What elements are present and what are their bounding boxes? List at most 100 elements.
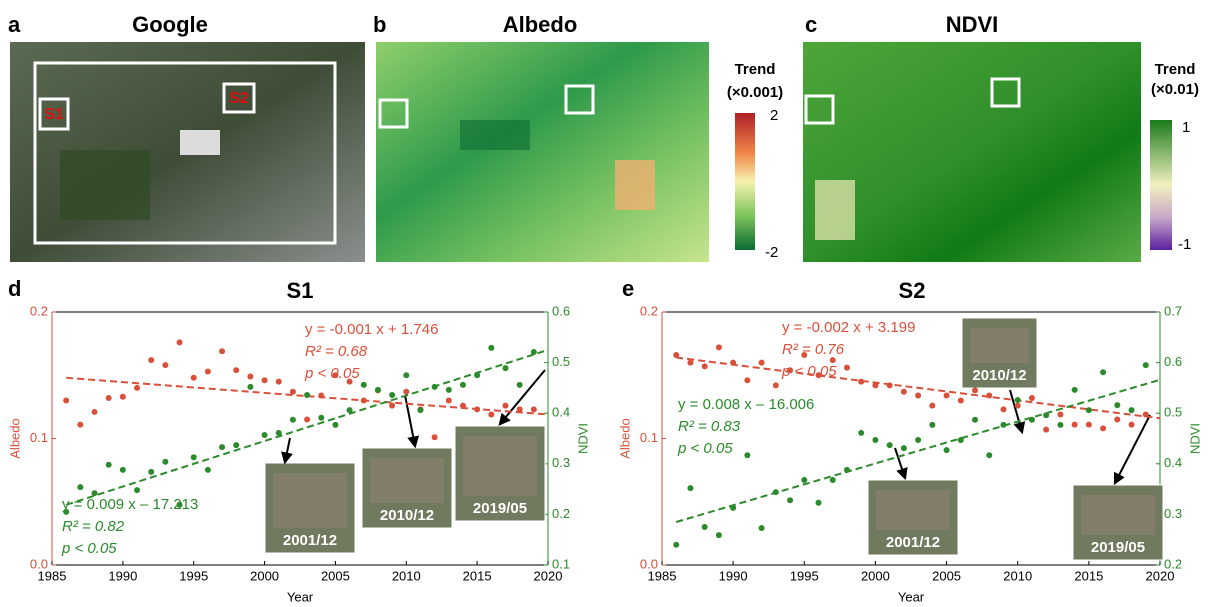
data-point bbox=[1014, 397, 1021, 404]
x-tick-label: 1995 bbox=[179, 568, 208, 583]
data-point bbox=[1128, 407, 1135, 414]
data-point bbox=[247, 373, 254, 380]
photo-detail bbox=[970, 328, 1029, 363]
data-point bbox=[744, 452, 751, 459]
data-point bbox=[204, 466, 211, 473]
y2-tick-label: 0.1 bbox=[552, 556, 570, 571]
data-point bbox=[148, 357, 155, 364]
data-point bbox=[1000, 421, 1007, 428]
data-point bbox=[787, 367, 794, 374]
data-point bbox=[459, 402, 466, 409]
y-tick-label: 0.1 bbox=[640, 430, 658, 445]
data-point bbox=[261, 377, 268, 384]
data-point bbox=[715, 344, 722, 351]
photo-detail bbox=[1081, 495, 1155, 535]
site-box bbox=[804, 94, 835, 125]
arrow bbox=[1113, 414, 1151, 486]
data-point bbox=[318, 414, 325, 421]
ndvi-map bbox=[803, 42, 1141, 262]
data-point bbox=[815, 499, 822, 506]
data-point bbox=[488, 411, 495, 418]
data-point bbox=[219, 444, 226, 451]
data-point bbox=[459, 381, 466, 388]
data-point bbox=[687, 485, 694, 492]
data-point bbox=[986, 392, 993, 399]
data-point bbox=[787, 497, 794, 504]
x-tick-label: 1990 bbox=[719, 568, 748, 583]
panel-letter: b bbox=[373, 12, 386, 37]
arrow bbox=[281, 437, 293, 465]
y2-axis-label: NDVI bbox=[575, 423, 590, 454]
photo-detail bbox=[876, 490, 950, 530]
site-box bbox=[222, 82, 256, 114]
data-point bbox=[801, 476, 808, 483]
data-point bbox=[77, 484, 84, 491]
fit-annotation: y = -0.001 x + 1.746 bbox=[305, 321, 438, 338]
data-point bbox=[1000, 406, 1007, 413]
data-point bbox=[730, 504, 737, 511]
y2-tick-label: 0.5 bbox=[552, 354, 570, 369]
study-area-box bbox=[33, 61, 337, 245]
y-tick-label: 0.0 bbox=[640, 556, 658, 571]
data-point bbox=[360, 381, 367, 388]
data-point bbox=[957, 437, 964, 444]
x-axis-label: Year bbox=[898, 589, 925, 604]
data-point bbox=[858, 429, 865, 436]
data-point bbox=[815, 372, 822, 379]
colorbar bbox=[735, 113, 755, 250]
data-point bbox=[119, 466, 126, 473]
data-point bbox=[687, 359, 694, 366]
y2-tick-label: 0.3 bbox=[552, 455, 570, 470]
data-point bbox=[204, 368, 211, 375]
data-point bbox=[530, 348, 537, 355]
data-point bbox=[1100, 425, 1107, 432]
data-point bbox=[943, 447, 950, 454]
arrow bbox=[1009, 389, 1026, 435]
data-point bbox=[943, 392, 950, 399]
y2-tick-label: 0.4 bbox=[1164, 455, 1182, 470]
data-point bbox=[1071, 386, 1078, 393]
fit-annotation: y = 0.008 x – 16.006 bbox=[678, 396, 814, 413]
y2-tick-label: 0.4 bbox=[552, 405, 570, 420]
y-axis-label: Albedo bbox=[7, 418, 22, 458]
data-point bbox=[673, 352, 680, 359]
colorbar-unit: (×0.001) bbox=[727, 84, 783, 101]
data-point bbox=[389, 391, 396, 398]
data-point bbox=[91, 490, 98, 497]
data-point bbox=[63, 508, 70, 515]
photo-label: 2019/05 bbox=[1091, 539, 1145, 556]
data-point bbox=[986, 452, 993, 459]
fit-annotation: R² = 0.83 bbox=[678, 418, 741, 435]
x-tick-label: 2020 bbox=[534, 568, 563, 583]
x-axis-label: Year bbox=[287, 589, 314, 604]
data-point bbox=[516, 381, 523, 388]
data-point bbox=[801, 352, 808, 359]
y-tick-label: 0.2 bbox=[30, 303, 48, 318]
data-point bbox=[1128, 421, 1135, 428]
data-point bbox=[431, 383, 438, 390]
data-point bbox=[530, 406, 537, 413]
panel-title: Albedo bbox=[503, 12, 578, 37]
data-point bbox=[673, 541, 680, 548]
x-tick-label: 2015 bbox=[1074, 568, 1103, 583]
data-point bbox=[900, 388, 907, 395]
texture bbox=[60, 150, 150, 220]
data-point bbox=[332, 421, 339, 428]
data-point bbox=[502, 402, 509, 409]
data-point bbox=[502, 365, 509, 372]
site-box bbox=[990, 77, 1021, 108]
data-point bbox=[872, 437, 879, 444]
data-point bbox=[289, 416, 296, 423]
data-point bbox=[403, 388, 410, 395]
data-point bbox=[403, 372, 410, 379]
data-point bbox=[134, 487, 141, 494]
data-point bbox=[417, 407, 424, 414]
data-point bbox=[843, 364, 850, 371]
y2-tick-label: 0.2 bbox=[1164, 556, 1182, 571]
data-point bbox=[829, 357, 836, 364]
panel-letter: a bbox=[8, 12, 21, 37]
data-point bbox=[445, 386, 452, 393]
data-point bbox=[843, 466, 850, 473]
x-tick-label: 2000 bbox=[861, 568, 890, 583]
data-point bbox=[1085, 407, 1092, 414]
